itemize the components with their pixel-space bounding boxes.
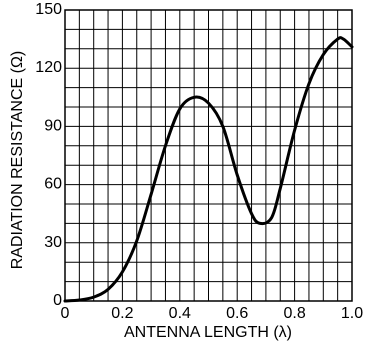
plot-frame (64, 9, 353, 302)
y-axis-label: RADIATION RESISTANCE (Ω) (9, 51, 26, 270)
y-tick-label: 60 (44, 176, 62, 193)
x-tick-labels: 0 0.2 0.4 0.6 0.8 1.0 (61, 305, 364, 322)
x-tick-label: 0.4 (169, 305, 191, 322)
plot-border (64, 9, 353, 302)
y-tick-label: 90 (44, 117, 62, 134)
x-tick-label: 0 (61, 305, 70, 322)
grid (65, 10, 352, 301)
series-line-0 (63, 36, 354, 303)
x-tick-label: 0.6 (226, 305, 248, 322)
y-tick-label: 30 (44, 234, 62, 251)
y-tick-label: 0 (53, 292, 62, 309)
y-tick-label: 150 (35, 1, 62, 18)
x-tick-label: 1.0 (341, 305, 363, 322)
x-axis-label: ANTENNA LENGTH (λ) (124, 324, 292, 341)
x-tick-label: 0.8 (283, 305, 305, 322)
series-layer (63, 36, 354, 303)
x-tick-label: 0.2 (111, 305, 133, 322)
y-tick-labels: 0 30 60 90 120 150 (35, 1, 62, 309)
y-tick-label: 120 (35, 59, 62, 76)
